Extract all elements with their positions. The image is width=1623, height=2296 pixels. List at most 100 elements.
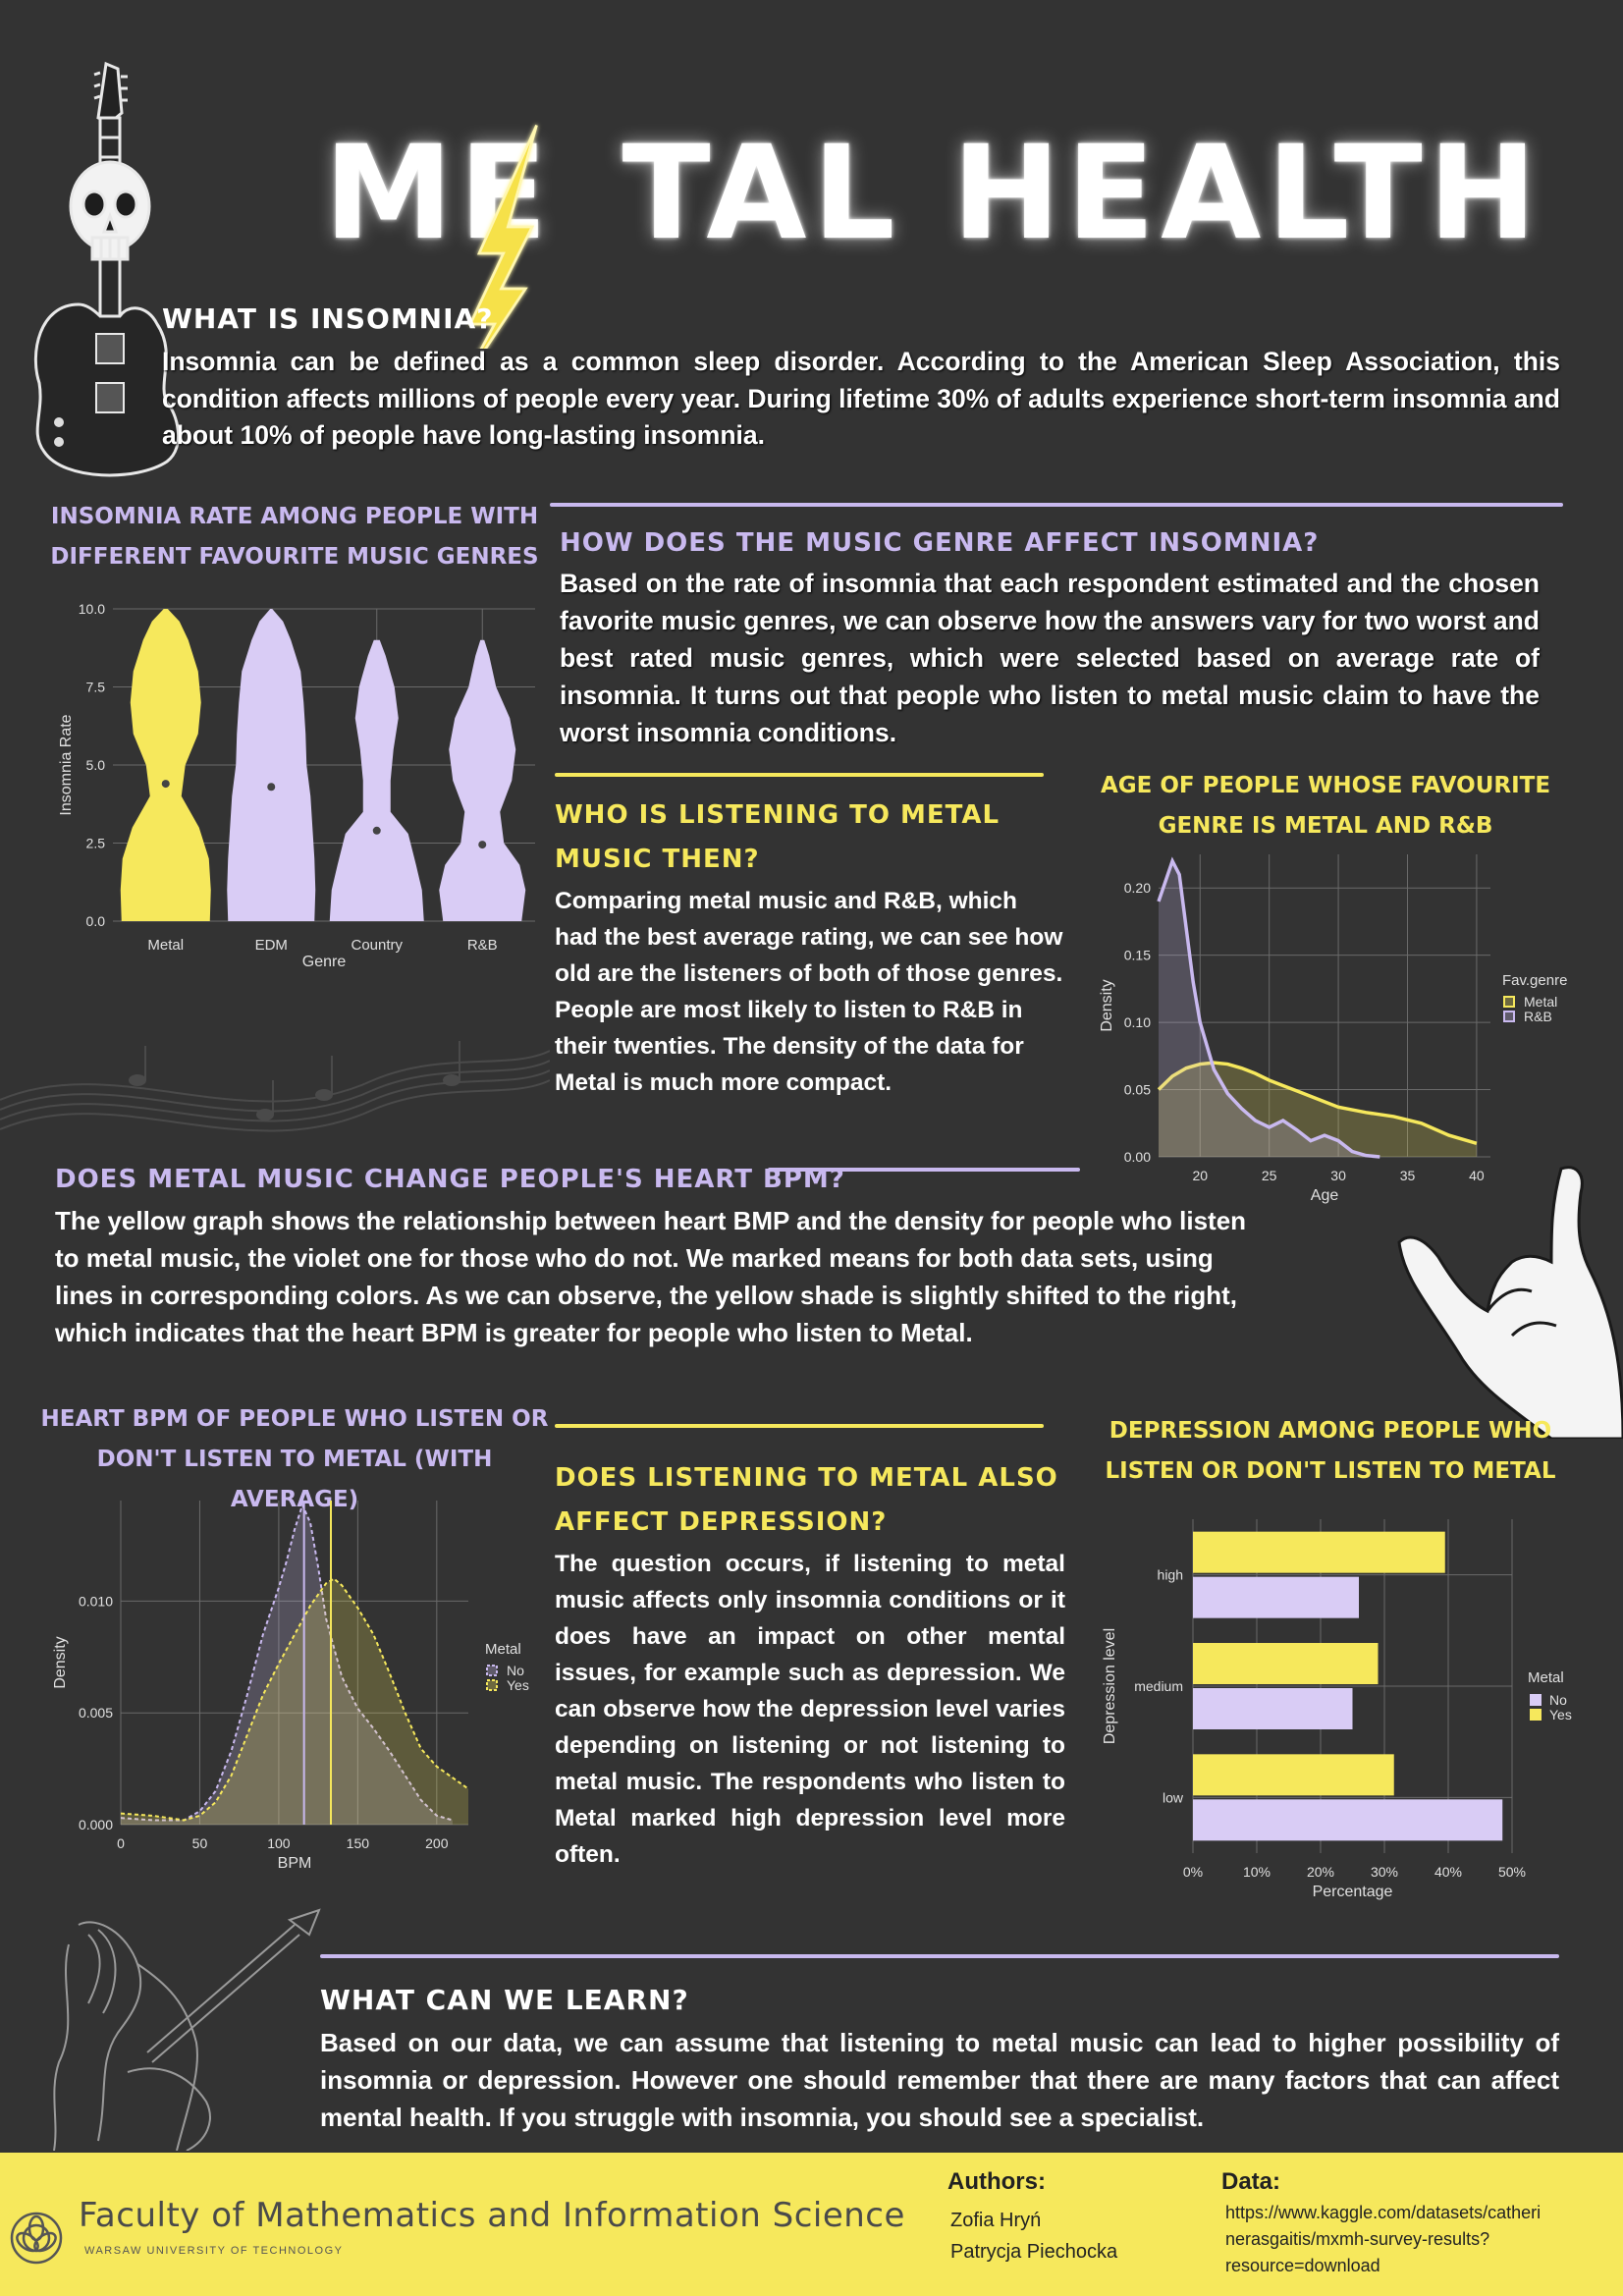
y-tick-label: 0.005	[79, 1705, 113, 1721]
legend-title: Metal	[485, 1641, 521, 1658]
mean-point	[372, 826, 381, 835]
y-tick-label: high	[1158, 1567, 1183, 1583]
genre-text: Based on the rate of insomnia that each …	[560, 569, 1540, 747]
x-tick-label: EDM	[255, 937, 288, 954]
depression-bar-chart: 0% 10% 20% 30% 40% 50% high medium low Percentage…	[1102, 1519, 1572, 1900]
bpm-text: The yellow graph shows the relationship …	[55, 1206, 1247, 1347]
divider-bpm	[768, 1168, 1080, 1172]
learn-text: Based on our data, we can assume that li…	[320, 2028, 1559, 2132]
y-axis-label: Density	[1099, 979, 1115, 1031]
bar-yes-high	[1193, 1531, 1445, 1573]
authors-label: Authors:	[947, 2168, 1046, 2195]
legend-label: R&B	[1524, 1009, 1552, 1024]
y-tick-label: 0.010	[79, 1593, 113, 1609]
author-2: Patrycja Piechocka	[950, 2241, 1118, 2263]
x-axis-label: Genre	[302, 954, 347, 970]
x-tick-label: 0	[117, 1835, 125, 1851]
x-tick-label: Country	[351, 937, 403, 954]
mean-point	[267, 783, 276, 792]
y-tick-label: low	[1163, 1789, 1184, 1805]
density-line-rb	[1157, 856, 1380, 1159]
y-tick-label: 0.000	[79, 1817, 113, 1832]
x-tick-label: 200	[425, 1835, 449, 1851]
y-tick-label: 0.00	[1124, 1149, 1151, 1165]
violin-chart-title: INSOMNIA RATE AMONG PEOPLE WITH DIFFEREN…	[50, 504, 539, 570]
data-source-link[interactable]: https://www.kaggle.com/datasets/catheri …	[1225, 2200, 1541, 2279]
guitarist-sketch-illustration	[53, 1908, 321, 2151]
x-tick-label: 50	[192, 1835, 208, 1851]
violin-rb	[439, 639, 526, 921]
x-axis-label: Percentage	[1313, 1884, 1393, 1900]
title-right: TAL HEALTH	[622, 118, 1543, 269]
density-line-yes	[120, 1577, 469, 1822]
y-tick-label: 0.05	[1124, 1082, 1151, 1098]
y-tick-label: 2.5	[86, 836, 106, 851]
x-tick-label: 10%	[1243, 1864, 1271, 1880]
legend-label: No	[507, 1663, 524, 1678]
genre-heading: HOW DOES THE MUSIC GENRE AFFECT INSOMNIA…	[560, 528, 1320, 558]
density-area-metal	[1159, 1063, 1477, 1157]
legend-label: Metal	[1524, 994, 1557, 1010]
legend-title: Fav.genre	[1502, 972, 1567, 989]
legend-swatch	[486, 1665, 498, 1676]
lightning-bolt-icon	[467, 124, 538, 349]
x-tick-label: 150	[347, 1835, 370, 1851]
data-url-line: nerasgaitis/mxmh-survey-results?	[1225, 2229, 1490, 2249]
legend-title: Metal	[1528, 1669, 1564, 1686]
violin-edm	[227, 609, 316, 921]
density-line-no	[120, 1502, 454, 1822]
x-tick-label: Metal	[147, 937, 184, 954]
x-tick-label: 30%	[1371, 1864, 1398, 1880]
divider-genre	[550, 503, 1563, 507]
data-label: Data:	[1221, 2168, 1281, 2195]
footer: Faculty of Mathematics and Information S…	[0, 2153, 1623, 2296]
bar-yes-low	[1193, 1754, 1394, 1796]
who-heading: WHO IS LISTENING TO METAL MUSIC THEN?	[555, 800, 1001, 874]
divider-learn	[320, 1954, 1559, 1958]
y-axis-label: Density	[52, 1636, 69, 1688]
bar-no-medium	[1193, 1688, 1353, 1729]
x-tick-label: 30	[1330, 1168, 1346, 1183]
violin-chart: 0.0 2.5 5.0 7.5 10.0 Metal EDM Country R&B Genre I…	[58, 601, 535, 970]
x-tick-label: 20%	[1307, 1864, 1334, 1880]
music-notes-decoration	[0, 1041, 550, 1132]
depression-text: The question occurs, if listening to met…	[555, 1551, 1065, 1868]
legend-swatch	[1530, 1709, 1542, 1721]
mean-point	[161, 780, 170, 789]
y-tick-label: 7.5	[86, 680, 106, 695]
x-tick-label: 0%	[1183, 1864, 1203, 1880]
density-line-metal	[1157, 1061, 1478, 1145]
depression-chart-title: DEPRESSION AMONG PEOPLE WHO LISTEN OR DO…	[1105, 1418, 1556, 1484]
x-tick-label: 40	[1469, 1168, 1485, 1183]
legend-swatch	[1503, 1011, 1515, 1022]
x-tick-label: R&B	[467, 937, 498, 954]
faculty-name: Faculty of Mathematics and Information S…	[79, 2196, 905, 2235]
y-tick-label: 0.15	[1124, 948, 1151, 963]
intro-text: Insomnia can be defined as a common slee…	[162, 347, 1560, 450]
y-tick-label: 0.0	[86, 913, 106, 929]
y-axis-label: Insomnia Rate	[58, 714, 75, 815]
depression-heading: DOES LISTENING TO METAL ALSO AFFECT DEPR…	[555, 1463, 1058, 1537]
age-density-chart: 20 25 30 35 40 0.00 0.05 0.10 0.15 0.20 Age Density…	[1099, 854, 1567, 1204]
data-url-line: https://www.kaggle.com/datasets/catheri	[1225, 2203, 1542, 2222]
density-area-rb	[1159, 860, 1380, 1157]
faculty-logo-icon	[10, 2212, 63, 2265]
x-tick-label: 35	[1400, 1168, 1416, 1183]
bpm-heading: DOES METAL MUSIC CHANGE PEOPLE'S HEART B…	[55, 1165, 845, 1194]
divider-who	[555, 773, 1044, 777]
page-title: ME TAL HEALTH	[324, 118, 1537, 269]
y-axis-label: Depression level	[1102, 1628, 1118, 1744]
x-tick-label: 40%	[1434, 1864, 1462, 1880]
violin-metal	[120, 609, 211, 921]
bar-yes-medium	[1193, 1643, 1379, 1684]
who-text: Comparing metal music and R&B, which had…	[555, 888, 1063, 1096]
intro-heading: WHAT IS INSOMNIA?	[162, 302, 494, 335]
legend-label: No	[1549, 1692, 1567, 1708]
legend-swatch	[1530, 1694, 1542, 1706]
x-axis-label: BPM	[278, 1855, 312, 1872]
bar-no-low	[1193, 1799, 1503, 1841]
learn-heading: WHAT CAN WE LEARN?	[320, 1984, 689, 2016]
divider-depression	[555, 1424, 1044, 1428]
mean-point	[478, 841, 487, 849]
x-tick-label: 50%	[1498, 1864, 1526, 1880]
